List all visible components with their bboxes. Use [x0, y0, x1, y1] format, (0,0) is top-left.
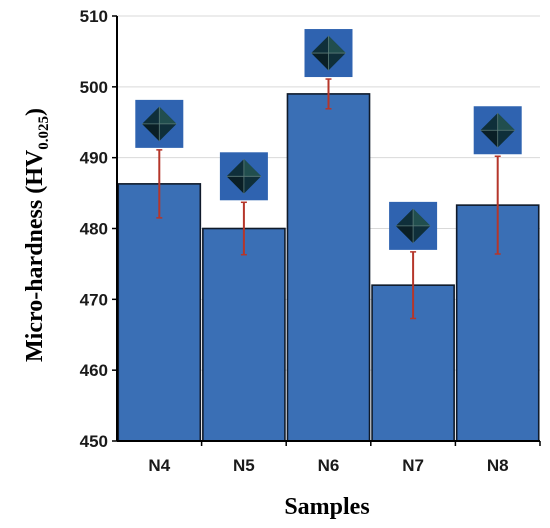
indent-image-n8 — [473, 106, 522, 155]
indent-facet — [480, 130, 498, 148]
bar-n6 — [286, 93, 371, 442]
indent-facet — [497, 112, 515, 131]
error-bars — [156, 78, 501, 320]
indent-facet — [328, 35, 346, 54]
x-tick-labels: N4 N5 N6 N7 N8 — [148, 441, 541, 475]
indent-facet — [243, 159, 262, 177]
indent-facet — [413, 208, 431, 226]
indent-image-n6 — [304, 29, 353, 78]
y-tick-label: 470 — [80, 290, 108, 309]
indent-image-n5 — [219, 152, 268, 201]
y-tick-label: 460 — [80, 361, 108, 380]
y-tick-label: 510 — [80, 7, 108, 26]
bar-n4 — [117, 183, 202, 442]
y-tick-label: 490 — [80, 149, 108, 168]
y-tick-labels: 450 460 470 480 490 500 510 — [80, 7, 117, 451]
bar-n5 — [202, 227, 286, 442]
x-tick-label-n4: N4 — [148, 456, 170, 475]
x-tick-label-n8: N8 — [487, 456, 509, 475]
indent-facet — [395, 225, 414, 244]
indent-facet — [226, 176, 244, 194]
y-axis-title-subscript: 0.025 — [36, 116, 52, 150]
y-tick-label: 480 — [80, 220, 108, 239]
indent-facet — [311, 53, 329, 71]
x-tick-label-n6: N6 — [318, 456, 340, 475]
x-tick-label-n5: N5 — [233, 456, 255, 475]
indent-images — [135, 29, 522, 250]
y-tick-label: 500 — [80, 78, 108, 97]
y-axis-title: Micro-hardness (HV0.025) — [22, 108, 52, 362]
y-tick-label: 450 — [80, 432, 108, 451]
indent-facet — [159, 106, 177, 124]
indent-facet — [142, 123, 160, 142]
indent-image-n7 — [389, 201, 438, 250]
indent-image-n4 — [135, 99, 184, 148]
x-axis-title: Samples — [284, 494, 369, 520]
x-tick-label-n7: N7 — [402, 456, 424, 475]
